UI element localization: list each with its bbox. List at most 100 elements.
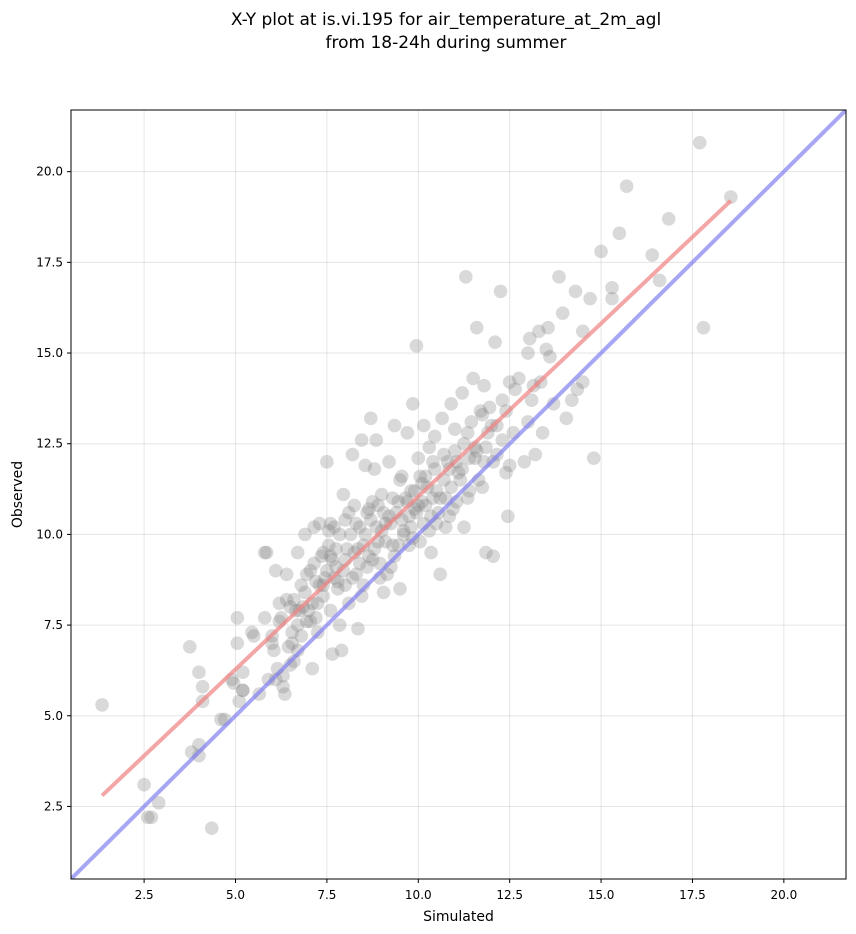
data-point — [257, 545, 272, 560]
data-point — [338, 513, 352, 527]
data-point — [342, 505, 356, 520]
data-point — [521, 346, 535, 360]
data-point — [570, 382, 585, 397]
data-point — [543, 349, 557, 364]
data-point — [354, 433, 369, 447]
data-point — [351, 621, 365, 636]
data-point — [459, 270, 473, 284]
y-tick-label: 17.5 — [36, 255, 63, 269]
data-point — [565, 393, 579, 407]
data-point — [321, 538, 336, 553]
data-point — [140, 810, 155, 825]
data-point — [272, 596, 287, 611]
x-tick-label: 10.0 — [405, 888, 432, 902]
data-point — [320, 563, 334, 578]
data-point — [345, 571, 360, 585]
data-point — [245, 625, 259, 640]
data-point — [232, 694, 246, 709]
data-point — [469, 320, 484, 335]
regression-line — [100, 199, 733, 798]
data-point — [495, 433, 510, 447]
data-point — [404, 520, 418, 534]
data-point — [462, 451, 477, 466]
y-tick-label: 10.0 — [36, 527, 63, 541]
data-point — [312, 516, 327, 531]
data-point — [279, 567, 294, 582]
y-tick-label: 2.5 — [44, 799, 63, 813]
data-point — [444, 480, 458, 495]
data-point — [575, 375, 590, 389]
data-point — [281, 640, 296, 654]
data-point — [396, 523, 411, 538]
y-tick-label: 15.0 — [36, 346, 63, 360]
data-point — [195, 679, 210, 694]
data-point — [299, 567, 314, 582]
data-point — [332, 527, 347, 542]
data-point — [486, 549, 501, 563]
data-point — [192, 665, 206, 680]
data-point — [367, 542, 382, 556]
data-point — [460, 491, 475, 505]
data-point — [363, 411, 378, 426]
data-point — [402, 509, 416, 524]
data-point — [336, 487, 351, 502]
data-point — [424, 545, 438, 560]
data-point — [391, 494, 405, 509]
data-point — [358, 527, 373, 542]
data-point — [290, 618, 305, 632]
data-point — [151, 796, 166, 810]
data-point — [482, 400, 497, 415]
x-tick-label: 7.5 — [317, 888, 336, 902]
data-point — [437, 447, 451, 462]
data-point — [257, 611, 272, 625]
data-point — [416, 418, 431, 433]
data-point — [502, 375, 517, 389]
data-point — [343, 527, 358, 542]
data-point — [336, 563, 351, 578]
data-point — [453, 473, 468, 487]
data-point — [360, 505, 374, 520]
x-tick-label: 15.0 — [588, 888, 615, 902]
data-point — [455, 462, 469, 476]
data-point — [309, 611, 323, 625]
data-point — [345, 447, 360, 462]
data-point — [320, 455, 334, 469]
data-point — [192, 748, 206, 763]
data-point — [469, 444, 484, 458]
data-point — [594, 244, 608, 259]
data-point — [488, 335, 502, 349]
data-point — [451, 465, 466, 480]
data-point — [546, 397, 561, 411]
data-point — [522, 331, 537, 346]
data-point — [528, 447, 543, 462]
data-point — [287, 592, 301, 607]
data-point — [279, 592, 294, 607]
data-point — [261, 672, 276, 687]
data-point — [400, 426, 415, 440]
data-point — [473, 404, 488, 418]
data-point — [137, 777, 151, 792]
data-point — [299, 614, 314, 629]
data-point — [427, 429, 442, 444]
data-point — [316, 545, 331, 560]
data-point — [652, 273, 667, 288]
data-point — [568, 284, 583, 299]
data-point — [236, 683, 250, 698]
data-point — [444, 397, 458, 411]
data-point — [183, 640, 197, 654]
data-point — [435, 411, 449, 426]
data-point — [508, 382, 522, 397]
data-point — [619, 179, 634, 193]
chart-title-line2: from 18-24h during summer — [326, 33, 567, 53]
data-point — [340, 542, 354, 556]
data-point — [236, 665, 250, 680]
data-point — [278, 687, 292, 701]
data-point — [555, 306, 570, 320]
data-point — [352, 556, 367, 571]
data-point — [369, 433, 384, 447]
data-point — [325, 552, 340, 567]
data-point — [338, 578, 352, 592]
data-point — [246, 629, 261, 643]
data-point — [327, 520, 342, 534]
data-point — [290, 643, 305, 658]
